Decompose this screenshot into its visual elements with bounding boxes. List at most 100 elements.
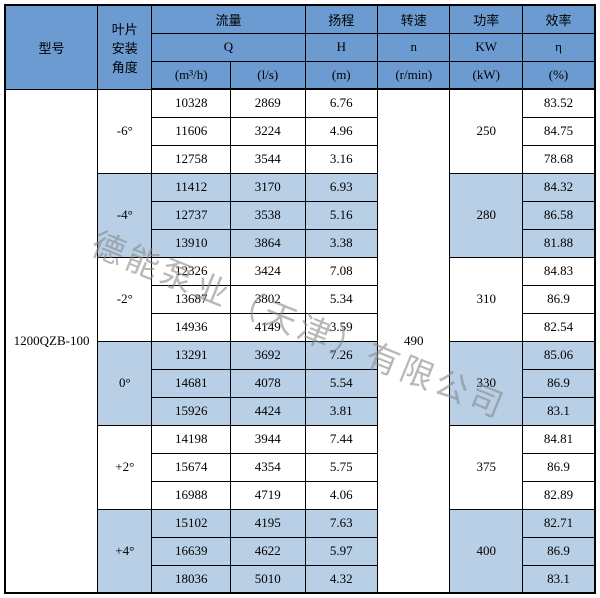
cell-h: 7.26: [305, 341, 377, 369]
cell-q-m3h: 11606: [152, 117, 231, 145]
cell-angle: 0°: [98, 341, 152, 425]
cell-h: 6.76: [305, 89, 377, 117]
cell-eff: 82.54: [522, 313, 595, 341]
cell-eff: 84.75: [522, 117, 595, 145]
cell-eff: 86.58: [522, 201, 595, 229]
cell-q-ls: 3170: [231, 173, 306, 201]
cell-h: 4.32: [305, 565, 377, 593]
cell-q-ls: 4149: [231, 313, 306, 341]
cell-eff: 86.9: [522, 369, 595, 397]
cell-h: 3.16: [305, 145, 377, 173]
hdr-H: H: [305, 33, 377, 61]
cell-h: 7.08: [305, 257, 377, 285]
hdr-head: 扬程: [305, 5, 377, 33]
cell-eff: 85.06: [522, 341, 595, 369]
cell-power: 330: [450, 341, 522, 425]
cell-eff: 83.1: [522, 397, 595, 425]
cell-q-ls: 3538: [231, 201, 306, 229]
hdr-h-m: (m): [305, 61, 377, 89]
cell-h: 3.81: [305, 397, 377, 425]
cell-q-m3h: 15926: [152, 397, 231, 425]
cell-model: 1200QZB-100: [5, 89, 98, 593]
cell-eff: 86.9: [522, 537, 595, 565]
cell-power: 310: [450, 257, 522, 341]
cell-q-ls: 2869: [231, 89, 306, 117]
cell-h: 5.54: [305, 369, 377, 397]
hdr-angle: 叶片安装角度: [98, 5, 152, 89]
cell-q-m3h: 12326: [152, 257, 231, 285]
hdr-q-m3h: (m³/h): [152, 61, 231, 89]
cell-eff: 83.1: [522, 565, 595, 593]
cell-eff: 82.89: [522, 481, 595, 509]
cell-eff: 84.32: [522, 173, 595, 201]
cell-q-ls: 4719: [231, 481, 306, 509]
hdr-eff: 效率: [522, 5, 595, 33]
cell-eff: 86.9: [522, 285, 595, 313]
hdr-kw: (kW): [450, 61, 522, 89]
hdr-speed: 转速: [378, 5, 450, 33]
hdr-model: 型号: [5, 5, 98, 89]
cell-q-ls: 5010: [231, 565, 306, 593]
cell-h: 4.96: [305, 117, 377, 145]
cell-q-ls: 3424: [231, 257, 306, 285]
cell-q-ls: 3224: [231, 117, 306, 145]
cell-eff: 84.83: [522, 257, 595, 285]
cell-q-m3h: 15674: [152, 453, 231, 481]
cell-q-m3h: 10328: [152, 89, 231, 117]
cell-speed: 490: [378, 89, 450, 593]
cell-q-m3h: 12737: [152, 201, 231, 229]
cell-h: 3.59: [305, 313, 377, 341]
cell-q-ls: 4078: [231, 369, 306, 397]
cell-q-ls: 4354: [231, 453, 306, 481]
hdr-Q: Q: [152, 33, 305, 61]
cell-q-ls: 3544: [231, 145, 306, 173]
cell-q-m3h: 14936: [152, 313, 231, 341]
hdr-eta: η: [522, 33, 595, 61]
cell-q-ls: 3864: [231, 229, 306, 257]
cell-eff: 81.88: [522, 229, 595, 257]
cell-angle: +2°: [98, 425, 152, 509]
hdr-power: 功率: [450, 5, 522, 33]
cell-q-ls: 3944: [231, 425, 306, 453]
cell-eff: 83.52: [522, 89, 595, 117]
cell-q-m3h: 18036: [152, 565, 231, 593]
hdr-q-ls: (l/s): [231, 61, 306, 89]
cell-q-m3h: 13910: [152, 229, 231, 257]
cell-eff: 78.68: [522, 145, 595, 173]
cell-q-ls: 3692: [231, 341, 306, 369]
hdr-n-rmin: (r/min): [378, 61, 450, 89]
cell-angle: -6°: [98, 89, 152, 173]
cell-q-ls: 4622: [231, 537, 306, 565]
cell-q-m3h: 16988: [152, 481, 231, 509]
hdr-eff-pct: (%): [522, 61, 595, 89]
cell-q-ls: 4195: [231, 509, 306, 537]
cell-eff: 82.71: [522, 509, 595, 537]
cell-q-m3h: 11412: [152, 173, 231, 201]
cell-q-m3h: 14681: [152, 369, 231, 397]
cell-q-m3h: 14198: [152, 425, 231, 453]
cell-q-ls: 4424: [231, 397, 306, 425]
cell-h: 3.38: [305, 229, 377, 257]
hdr-flow: 流量: [152, 5, 305, 33]
cell-power: 250: [450, 89, 522, 173]
cell-q-ls: 3802: [231, 285, 306, 313]
hdr-n: n: [378, 33, 450, 61]
cell-h: 5.16: [305, 201, 377, 229]
pump-spec-table: 型号叶片安装角度流量扬程转速功率效率 QHnKWη (m³/h)(l/s)(m)(r…: [4, 4, 596, 594]
cell-h: 5.34: [305, 285, 377, 313]
cell-angle: +4°: [98, 509, 152, 593]
cell-q-m3h: 13291: [152, 341, 231, 369]
cell-h: 6.93: [305, 173, 377, 201]
cell-angle: -4°: [98, 173, 152, 257]
cell-h: 7.63: [305, 509, 377, 537]
cell-h: 5.97: [305, 537, 377, 565]
cell-eff: 86.9: [522, 453, 595, 481]
cell-h: 7.44: [305, 425, 377, 453]
cell-h: 5.75: [305, 453, 377, 481]
cell-angle: -2°: [98, 257, 152, 341]
hdr-KW: KW: [450, 33, 522, 61]
cell-power: 400: [450, 509, 522, 593]
cell-q-m3h: 16639: [152, 537, 231, 565]
cell-eff: 84.81: [522, 425, 595, 453]
cell-q-m3h: 12758: [152, 145, 231, 173]
